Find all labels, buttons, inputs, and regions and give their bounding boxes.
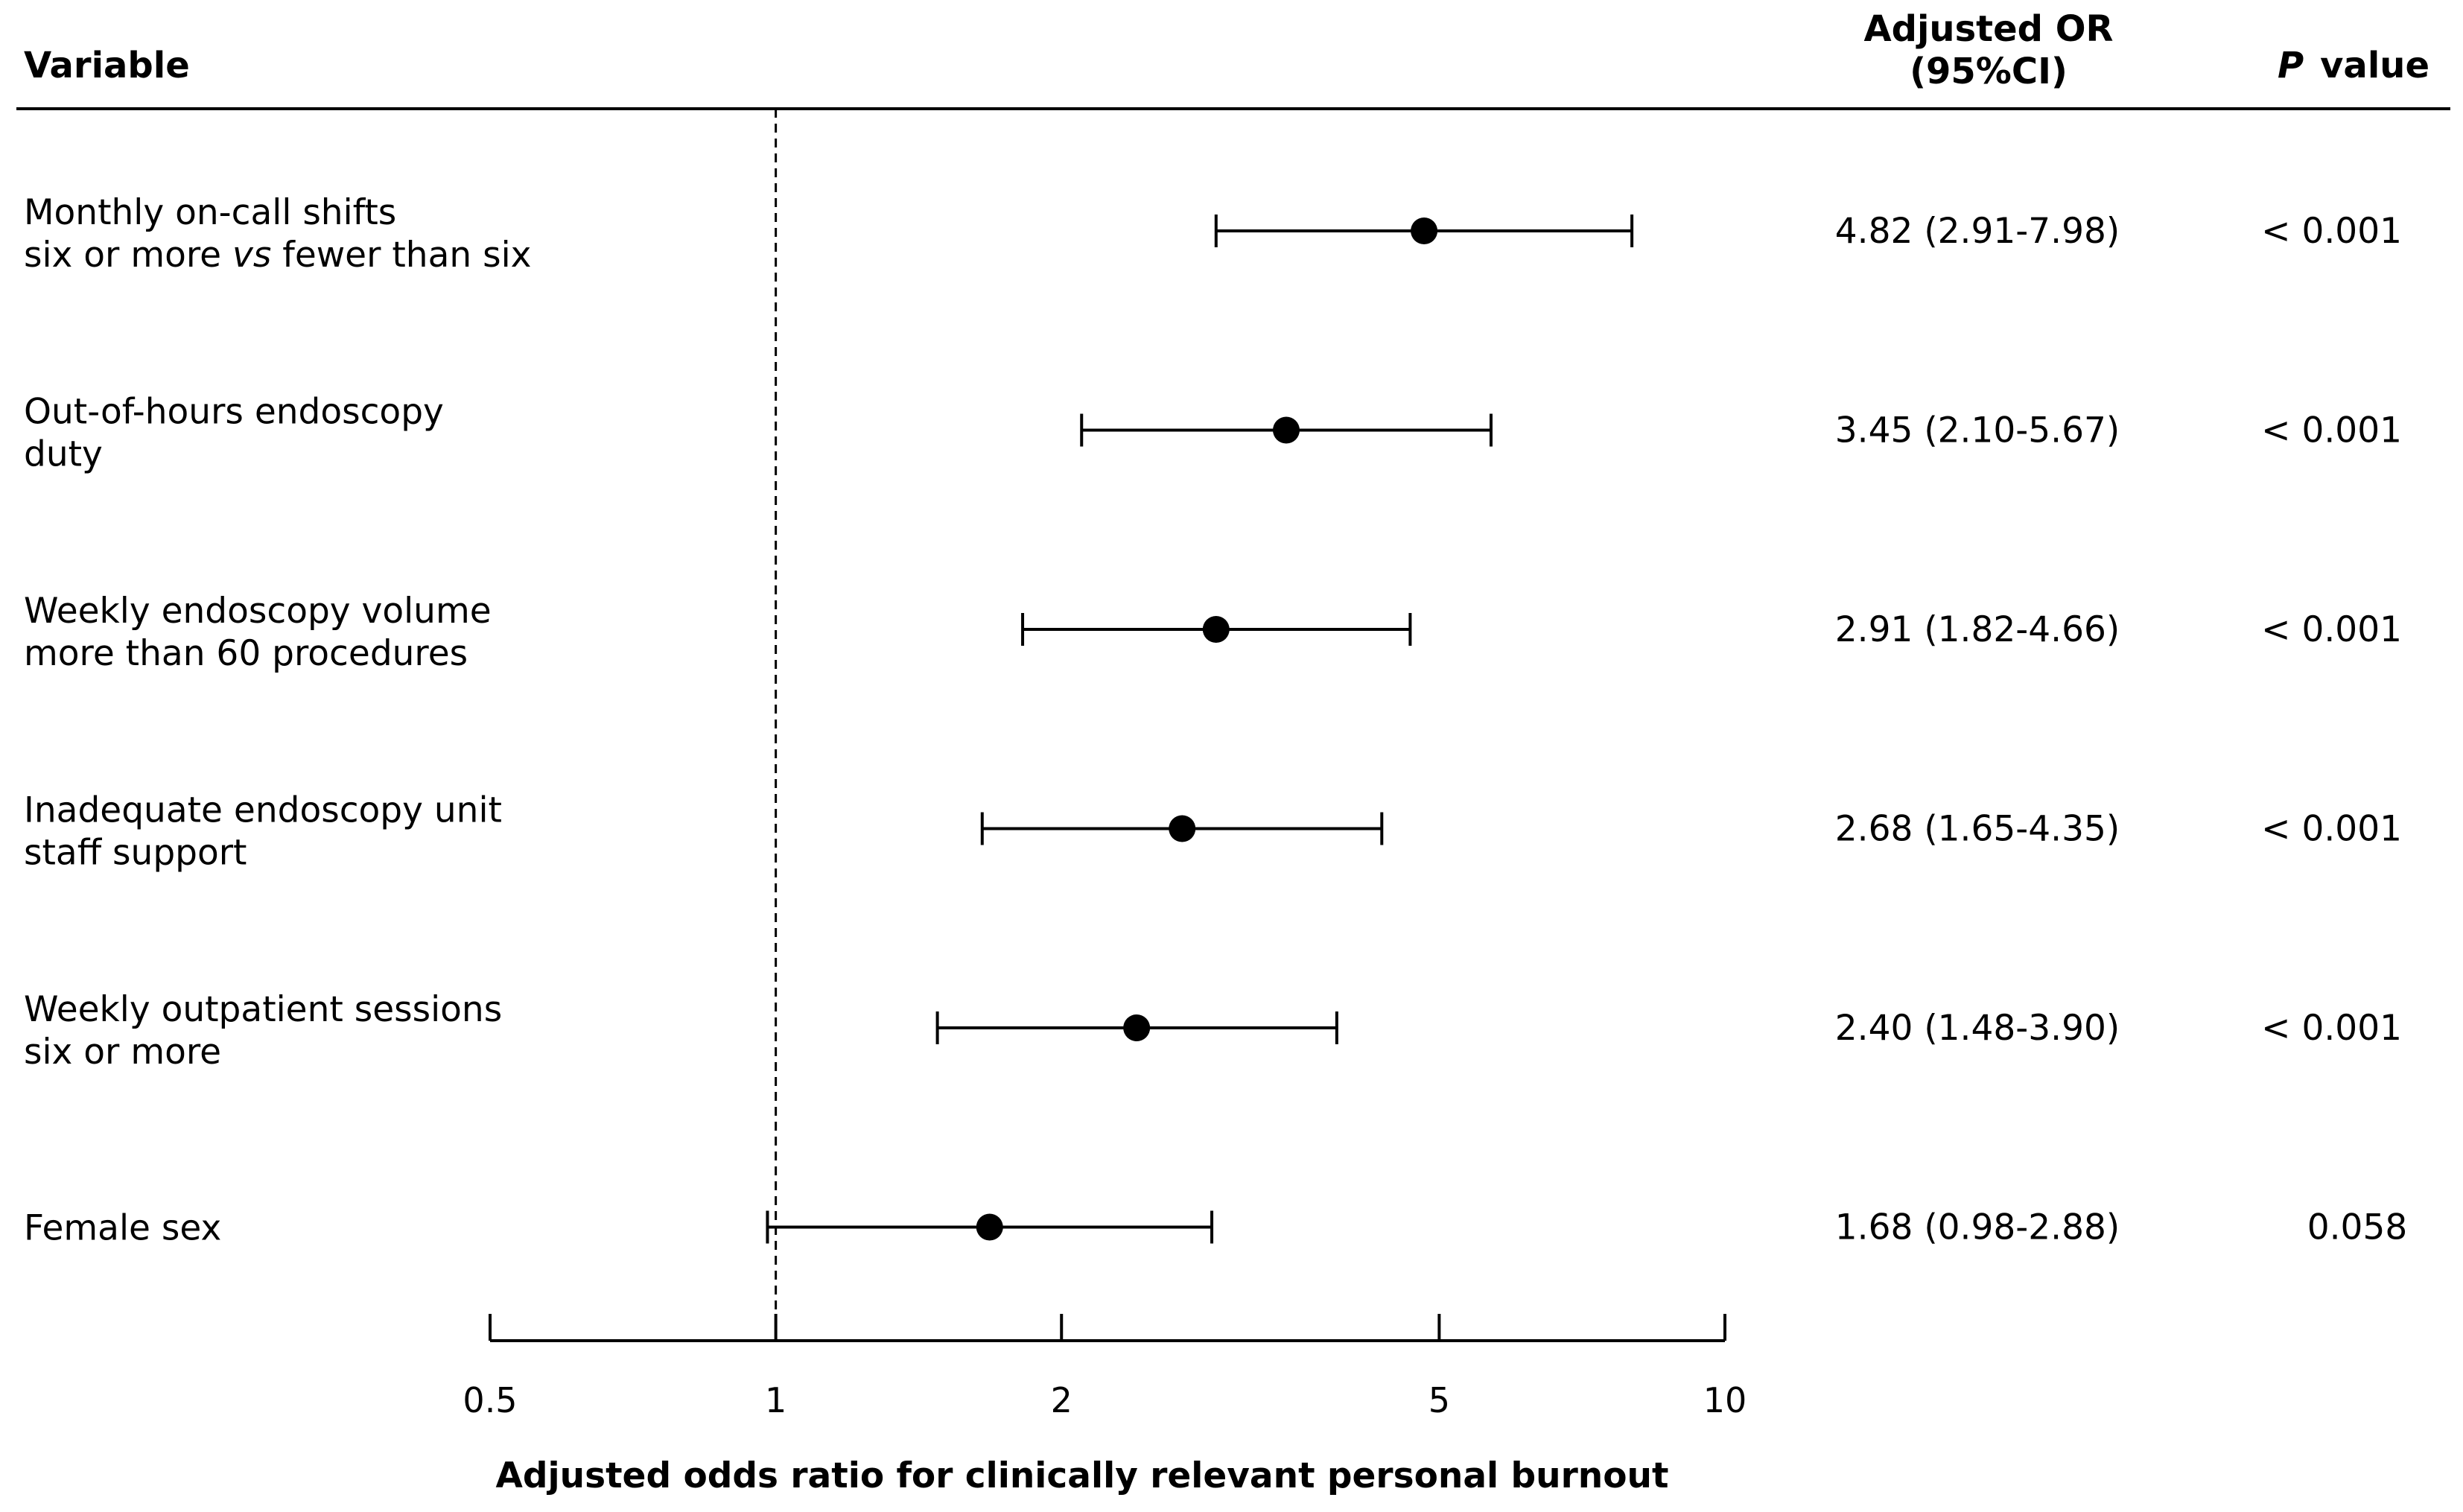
x-tick-label: 10	[1703, 1380, 1747, 1420]
row-label: Out-of-hours endoscopy duty	[24, 392, 444, 475]
p-value-text: < 0.001	[2261, 609, 2402, 650]
row-label-line1: Weekly endoscopy volume	[24, 591, 492, 632]
p-value-text: 0.058	[2307, 1207, 2408, 1248]
p-value-text: < 0.001	[2261, 211, 2402, 252]
row-label-line1: Female sex	[24, 1208, 221, 1249]
point-estimate	[1123, 1014, 1151, 1041]
or-ci-text: 2.40 (1.48-3.90)	[1835, 1008, 2120, 1049]
row-label-line1: Weekly outpatient sessions	[24, 989, 502, 1030]
row-label-line1: Inadequate endoscopy unit	[24, 790, 502, 831]
row-label: Inadequate endoscopy unit staff support	[24, 790, 502, 874]
point-estimate	[1411, 217, 1438, 244]
forest-row: Monthly on-call shifts six or more vs few…	[24, 192, 2402, 276]
header-p-rest: value	[2320, 45, 2429, 86]
or-ci-text: 3.45 (2.10-5.67)	[1835, 410, 2120, 451]
or-ci-text: 2.91 (1.82-4.66)	[1835, 609, 2120, 650]
header-or-line1: Adjusted OR	[1863, 8, 2113, 50]
row-label: Female sex	[24, 1208, 221, 1249]
p-value-text: < 0.001	[2261, 410, 2402, 451]
row-label: Weekly outpatient sessions six or more	[24, 989, 502, 1073]
or-ci-text: 4.82 (2.91-7.98)	[1835, 211, 2120, 252]
row-label-line2: more than 60 procedures	[24, 633, 468, 674]
point-estimate	[1273, 416, 1300, 444]
row-label-line2-italic: vs	[232, 235, 271, 276]
row-label-line2: duty	[24, 434, 103, 475]
row-label-line1: Out-of-hours endoscopy	[24, 392, 444, 433]
or-ci-text: 2.68 (1.65-4.35)	[1835, 809, 2120, 850]
row-label-line2: staff support	[24, 833, 247, 874]
p-value-text: < 0.001	[2261, 1008, 2402, 1049]
x-tick-label: 2	[1051, 1380, 1072, 1420]
header-variable: Variable	[24, 45, 190, 86]
forest-row: Out-of-hours endoscopy duty 3.45 (2.10-5.6…	[24, 392, 2402, 475]
forest-row: Inadequate endoscopy unit staff support 2.…	[24, 790, 2402, 874]
row-label-line2-post: fewer than six	[271, 235, 531, 276]
x-axis: 0.5 1 2 5 10	[463, 1314, 1747, 1420]
x-tick-label: 0.5	[463, 1380, 517, 1420]
rows-layer: Monthly on-call shifts six or more vs few…	[24, 192, 2407, 1249]
row-label-line1: Monthly on-call shifts	[24, 192, 396, 233]
forest-row: Female sex 1.68 (0.98-2.88) 0.058	[24, 1207, 2407, 1249]
x-tick-label: 1	[765, 1380, 786, 1420]
point-estimate	[1169, 815, 1196, 842]
header-p-italic: P	[2278, 45, 2304, 86]
forest-row: Weekly outpatient sessions six or more 2.4…	[24, 989, 2402, 1073]
header-or-line2: (95%CI)	[1910, 51, 2068, 92]
row-label-line2: six or more	[24, 1032, 221, 1073]
row-label: Weekly endoscopy volume more than 60 proc…	[24, 591, 492, 674]
or-ci-text: 1.68 (0.98-2.88)	[1835, 1207, 2120, 1248]
x-tick-label: 5	[1428, 1380, 1450, 1420]
point-estimate	[976, 1213, 1003, 1241]
point-estimate	[1202, 616, 1230, 643]
p-value-text: < 0.001	[2261, 809, 2402, 850]
row-label-line2: six or more	[24, 235, 232, 276]
row-label: Monthly on-call shifts six or more vs few…	[24, 192, 531, 276]
forest-row: Weekly endoscopy volume more than 60 proc…	[24, 591, 2402, 674]
x-axis-label: Adjusted odds ratio for clinically relev…	[496, 1455, 1669, 1496]
